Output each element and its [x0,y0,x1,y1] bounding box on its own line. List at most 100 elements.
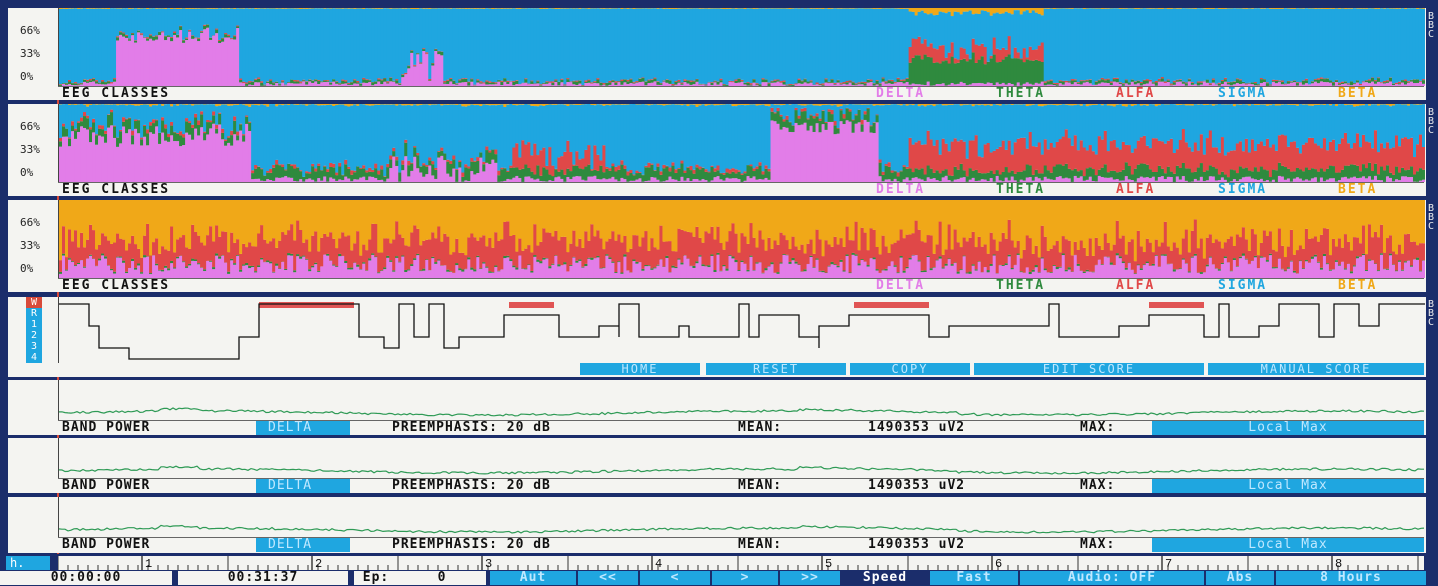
eeg-class-bar [302,8,306,9]
eeg-class-bar [557,8,561,82]
eeg-class-bar [425,8,429,9]
eeg-class-bar [242,243,246,265]
eeg-class-bar [221,38,225,42]
eeg-class-bar [335,81,339,82]
eeg-class-bar [1130,106,1135,153]
eeg-class-bar [209,37,213,40]
eeg-class-bar [1319,104,1324,149]
eeg-class-bar [263,104,267,106]
eeg-class-stacked-plot[interactable] [58,200,1425,278]
eeg-class-bar [170,41,174,86]
eeg-class-bar [527,84,531,86]
eeg-class-bar [632,174,637,176]
eeg-class-bar [1256,180,1261,182]
eeg-class-bar [350,8,354,9]
eeg-class-bar [1124,106,1129,145]
eeg-class-bar [977,156,982,173]
eeg-class-bar [992,54,997,86]
eeg-class-bar [86,129,90,182]
eeg-class-bar [1139,81,1144,84]
eeg-class-bar [257,178,261,182]
eeg-class-bar [728,173,733,179]
eeg-class-bar [728,169,733,174]
eeg-class-bar [284,169,288,171]
eeg-class-bar [1172,152,1177,174]
eeg-class-bar [176,200,180,240]
eeg-class-bar [575,8,579,81]
eeg-class-bar [1064,82,1069,86]
eeg-class-bar [1055,141,1060,165]
eeg-class-bar [419,8,423,63]
eeg-class-bar [1199,176,1204,182]
eeg-class-bar [173,132,177,142]
eeg-class-bar [362,77,366,80]
eeg-class-bar [911,104,916,106]
eeg-class-bar [1397,104,1402,147]
eeg-class-bar [326,8,330,80]
eeg-class-bar [230,232,234,259]
eeg-class-bar [428,80,432,81]
eeg-class-bar [431,8,435,64]
eeg-class-bar [869,8,874,9]
eeg-class-bar [224,139,228,141]
eeg-class-bar [971,38,976,53]
eeg-class-bar [1187,104,1192,106]
eeg-class-bar [1406,82,1411,86]
eeg-class-bar [179,26,183,31]
eeg-class-bar [1253,83,1258,86]
eeg-class-stacked-plot[interactable] [58,8,1425,86]
eeg-class-bar [638,172,643,179]
eeg-class-bar [1256,8,1261,85]
eeg-class-bar [461,79,465,83]
eeg-class-bar [1058,8,1063,81]
eeg-class-bar [788,122,793,132]
eeg-class-bar [1382,148,1387,171]
eeg-class-bar [215,28,219,30]
eeg-class-bar [125,271,129,274]
eeg-class-bar [476,157,480,162]
eeg-class-bar [692,179,697,182]
eeg-class-bar [719,179,724,182]
eeg-class-bar [677,167,682,169]
eeg-class-bar [827,104,832,105]
eeg-class-bar [335,83,339,86]
eeg-class-bar [1310,81,1315,84]
eeg-class-bar [1058,83,1063,86]
eeg-class-bar [527,83,531,85]
eeg-class-bar [1415,144,1420,172]
eeg-class-bar [929,8,934,14]
eeg-class-bar [1019,104,1024,138]
eeg-class-bar [674,169,679,173]
eeg-class-bar [704,8,709,9]
eeg-class-bar [590,83,594,86]
eeg-class-bar [677,8,682,80]
eeg-class-bar [1073,105,1078,136]
eeg-class-bar [167,36,171,86]
eeg-class-bar [629,170,634,174]
eeg-class-bar [761,104,766,105]
eeg-class-bar [1223,77,1228,80]
eeg-class-bar [425,166,429,175]
eeg-class-bar [248,131,252,182]
eeg-class-bar [233,200,237,243]
eeg-class-bar [1313,177,1318,182]
eeg-class-bar [182,134,186,138]
eeg-class-bar [311,200,315,236]
eeg-class-bar [542,181,546,182]
eeg-class-bar [362,82,366,86]
eeg-class-bar [1169,8,1174,9]
eeg-class-bar [494,105,498,150]
eeg-class-bar [887,179,892,182]
eeg-class-bar [1127,84,1132,86]
eeg-class-bar [389,104,393,156]
eeg-class-bar [1001,171,1006,182]
eeg-class-bar [713,168,718,172]
eeg-class-bar [140,139,144,146]
eeg-class-bar [1334,81,1339,86]
eeg-class-bar [623,165,628,169]
eeg-class-bar [245,265,249,278]
eeg-class-bar [836,82,841,86]
eeg-class-bar [1184,142,1189,169]
eeg-class-stacked-plot[interactable] [58,104,1425,182]
eeg-class-bar [701,8,706,9]
